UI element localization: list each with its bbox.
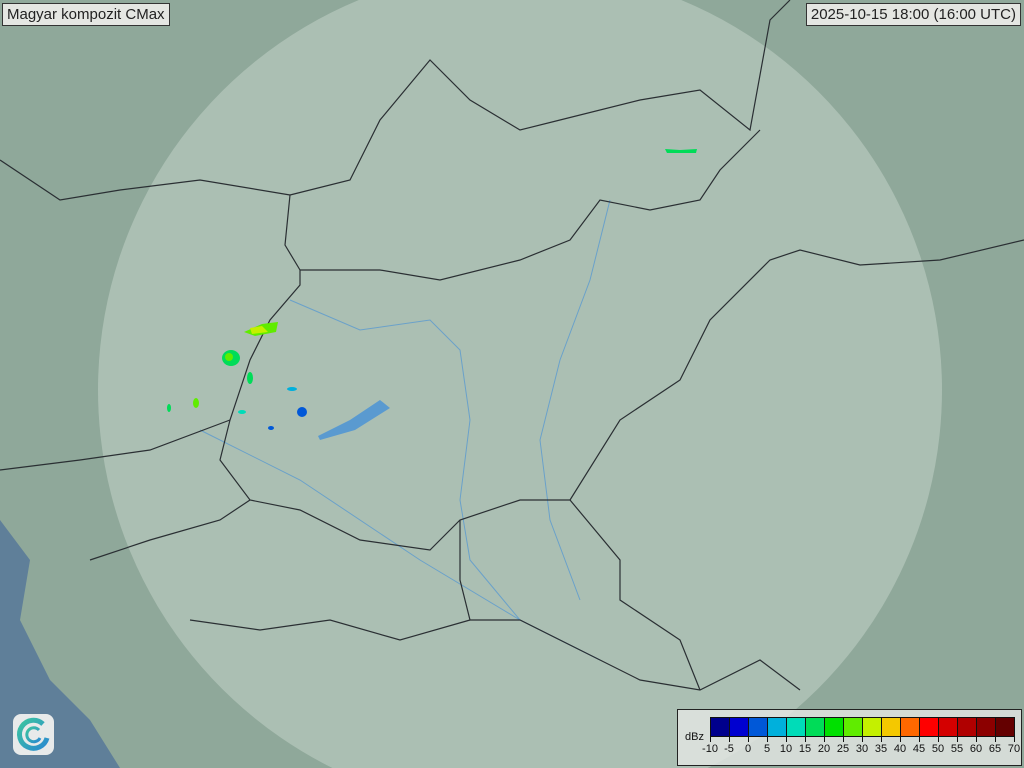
legend-unit: dBz	[685, 731, 704, 743]
legend-color-swatch	[749, 718, 768, 736]
legend-color-swatch	[996, 718, 1014, 736]
legend-tick-label: 0	[744, 743, 752, 755]
legend-tick-label: 25	[836, 743, 850, 755]
legend-color-swatch	[825, 718, 844, 736]
lake-balaton	[318, 400, 390, 440]
legend-tick-label: 10	[779, 743, 793, 755]
legend-color-swatch	[768, 718, 787, 736]
legend-color-swatch	[920, 718, 939, 736]
legend-tick-label: 5	[763, 743, 771, 755]
legend-tick-mark	[995, 736, 996, 742]
product-title: Magyar kompozit CMax	[2, 3, 170, 26]
legend-tick-mark	[843, 736, 844, 742]
legend-tick-mark	[976, 736, 977, 742]
legend-tick-label: 20	[817, 743, 831, 755]
radar-echoes	[167, 149, 697, 430]
timestamp: 2025-10-15 18:00 (16:00 UTC)	[805, 3, 1021, 26]
swirl-logo-icon	[13, 714, 54, 755]
radar-coverage-area	[98, 0, 942, 768]
legend-tick-mark	[1014, 736, 1015, 742]
legend-tick-label: 35	[874, 743, 888, 755]
legend-color-swatch	[939, 718, 958, 736]
legend-tick-label: 55	[950, 743, 964, 755]
legend-color-swatch	[806, 718, 825, 736]
legend-color-swatch	[882, 718, 901, 736]
legend-color-bar	[710, 717, 1015, 737]
legend-tick-mark	[881, 736, 882, 742]
legend-tick-mark	[938, 736, 939, 742]
legend-tick-mark	[786, 736, 787, 742]
legend-color-swatch	[711, 718, 730, 736]
dbz-legend: dBz -10 -5 0 5 10 15 20 25 30 35 40 45 50 55 60 65 70	[677, 709, 1022, 766]
legend-tick-mark	[767, 736, 768, 742]
legend-tick-mark	[748, 736, 749, 742]
legend-tick-label: 15	[798, 743, 812, 755]
legend-tick-label: 30	[855, 743, 869, 755]
legend-tick-label: -10	[702, 743, 718, 755]
legend-tick-label: 65	[988, 743, 1002, 755]
legend-tick-mark	[862, 736, 863, 742]
legend-tick-mark	[919, 736, 920, 742]
legend-color-swatch	[730, 718, 749, 736]
legend-tick-mark	[710, 736, 711, 742]
legend-tick-mark	[824, 736, 825, 742]
legend-tick-label: -5	[724, 743, 734, 755]
legend-tick-label: 40	[893, 743, 907, 755]
legend-tick-mark	[957, 736, 958, 742]
legend-color-swatch	[844, 718, 863, 736]
legend-tick-mark	[729, 736, 730, 742]
adriatic-sea	[0, 520, 120, 768]
legend-tick-label: 45	[912, 743, 926, 755]
legend-color-swatch	[958, 718, 977, 736]
country-borders	[0, 0, 1024, 691]
legend-tick-mark	[900, 736, 901, 742]
legend-color-swatch	[787, 718, 806, 736]
legend-color-swatch	[901, 718, 920, 736]
legend-tick-label: 50	[931, 743, 945, 755]
legend-tick-label: 60	[969, 743, 983, 755]
legend-tick-label: 70	[1007, 743, 1021, 755]
legend-tick-mark	[805, 736, 806, 742]
legend-ticks: -10 -5 0 5 10 15 20 25 30 35 40 45 50 55 60 65 70	[702, 736, 1020, 758]
legend-color-swatch	[977, 718, 996, 736]
legend-color-swatch	[863, 718, 882, 736]
rivers	[199, 199, 611, 661]
